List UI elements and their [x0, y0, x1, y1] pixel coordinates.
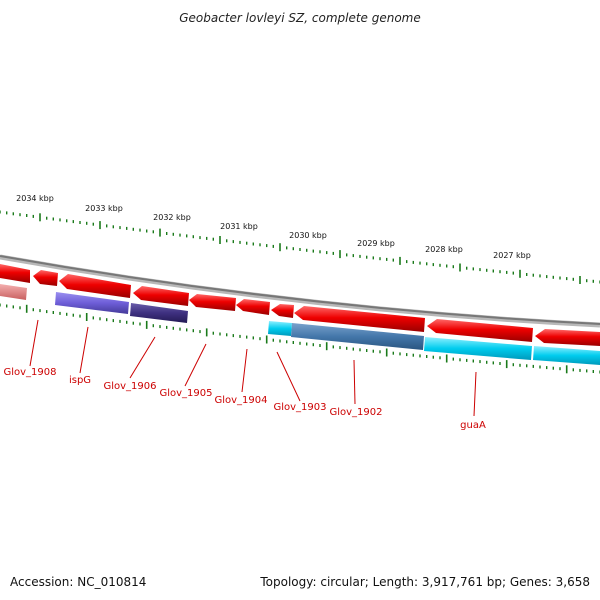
kbp-label: 2034 kbp: [16, 194, 54, 203]
gene-label-glov-1908[interactable]: Glov_1908: [3, 367, 56, 378]
cds-arrow[interactable]: [133, 286, 189, 306]
kbp-label: 2031 kbp: [220, 222, 258, 231]
leader-line: [79, 326, 89, 374]
gene-block-violet[interactable]: [55, 292, 129, 314]
cds-arrow[interactable]: [535, 329, 600, 346]
kbp-label: 2032 kbp: [153, 213, 191, 222]
cds-arrow[interactable]: [189, 294, 236, 311]
gene-block-cyan[interactable]: [268, 321, 292, 336]
gene-leader-lines: [29, 319, 477, 417]
leader-line: [184, 343, 207, 387]
kbp-label: 2030 kbp: [289, 231, 327, 240]
kbp-label: 2028 kbp: [425, 245, 463, 254]
leader-line: [473, 371, 477, 417]
genome-summary-text: Topology: circular; Length: 3,917,761 bp…: [260, 575, 590, 589]
kbp-labels: 2034 kbp 2033 kbp 2032 kbp 2031 kbp 2030…: [16, 194, 531, 260]
gene-label-guaa[interactable]: guaA: [460, 420, 486, 431]
leader-line: [129, 336, 156, 379]
gene-block-steel[interactable]: [291, 323, 424, 350]
kbp-label: 2033 kbp: [85, 204, 123, 213]
map-title: Geobacter lovleyi SZ, complete genome: [179, 11, 421, 25]
cds-arrow[interactable]: [294, 306, 425, 332]
inner-tick-ring: [0, 303, 600, 374]
gene-label-glov-1902[interactable]: Glov_1902: [329, 407, 382, 418]
reverse-strand-genes: [0, 284, 600, 365]
gene-block-cyan[interactable]: [533, 346, 600, 365]
gene-block-navy[interactable]: [130, 303, 188, 323]
gene-block-pink[interactable]: [0, 284, 27, 300]
leader-line: [241, 348, 248, 393]
accession-text: Accession: NC_010814: [10, 575, 147, 589]
leader-line: [353, 359, 356, 405]
leader-line: [29, 319, 39, 367]
cds-arrow[interactable]: [0, 264, 30, 283]
gene-labels: Glov_1908 ispG Glov_1906 Glov_1905 Glov_…: [3, 367, 485, 431]
cds-arrow[interactable]: [33, 270, 58, 286]
cds-arrow[interactable]: [271, 304, 294, 318]
outer-tick-ring: [0, 210, 600, 284]
gene-label-ispg[interactable]: ispG: [69, 375, 91, 386]
kbp-label: 2029 kbp: [357, 239, 395, 248]
cds-arrow[interactable]: [59, 274, 131, 298]
cds-arrow[interactable]: [427, 319, 533, 342]
gene-label-glov-1904[interactable]: Glov_1904: [214, 395, 267, 406]
gene-label-glov-1905[interactable]: Glov_1905: [159, 388, 212, 399]
forward-strand-genes: [0, 264, 600, 346]
gene-label-glov-1906[interactable]: Glov_1906: [103, 381, 156, 392]
kbp-label: 2027 kbp: [493, 251, 531, 260]
leader-line: [276, 351, 301, 402]
cds-arrow[interactable]: [236, 299, 270, 315]
gene-block-cyan[interactable]: [424, 337, 532, 360]
gene-label-glov-1903[interactable]: Glov_1903: [273, 402, 326, 413]
